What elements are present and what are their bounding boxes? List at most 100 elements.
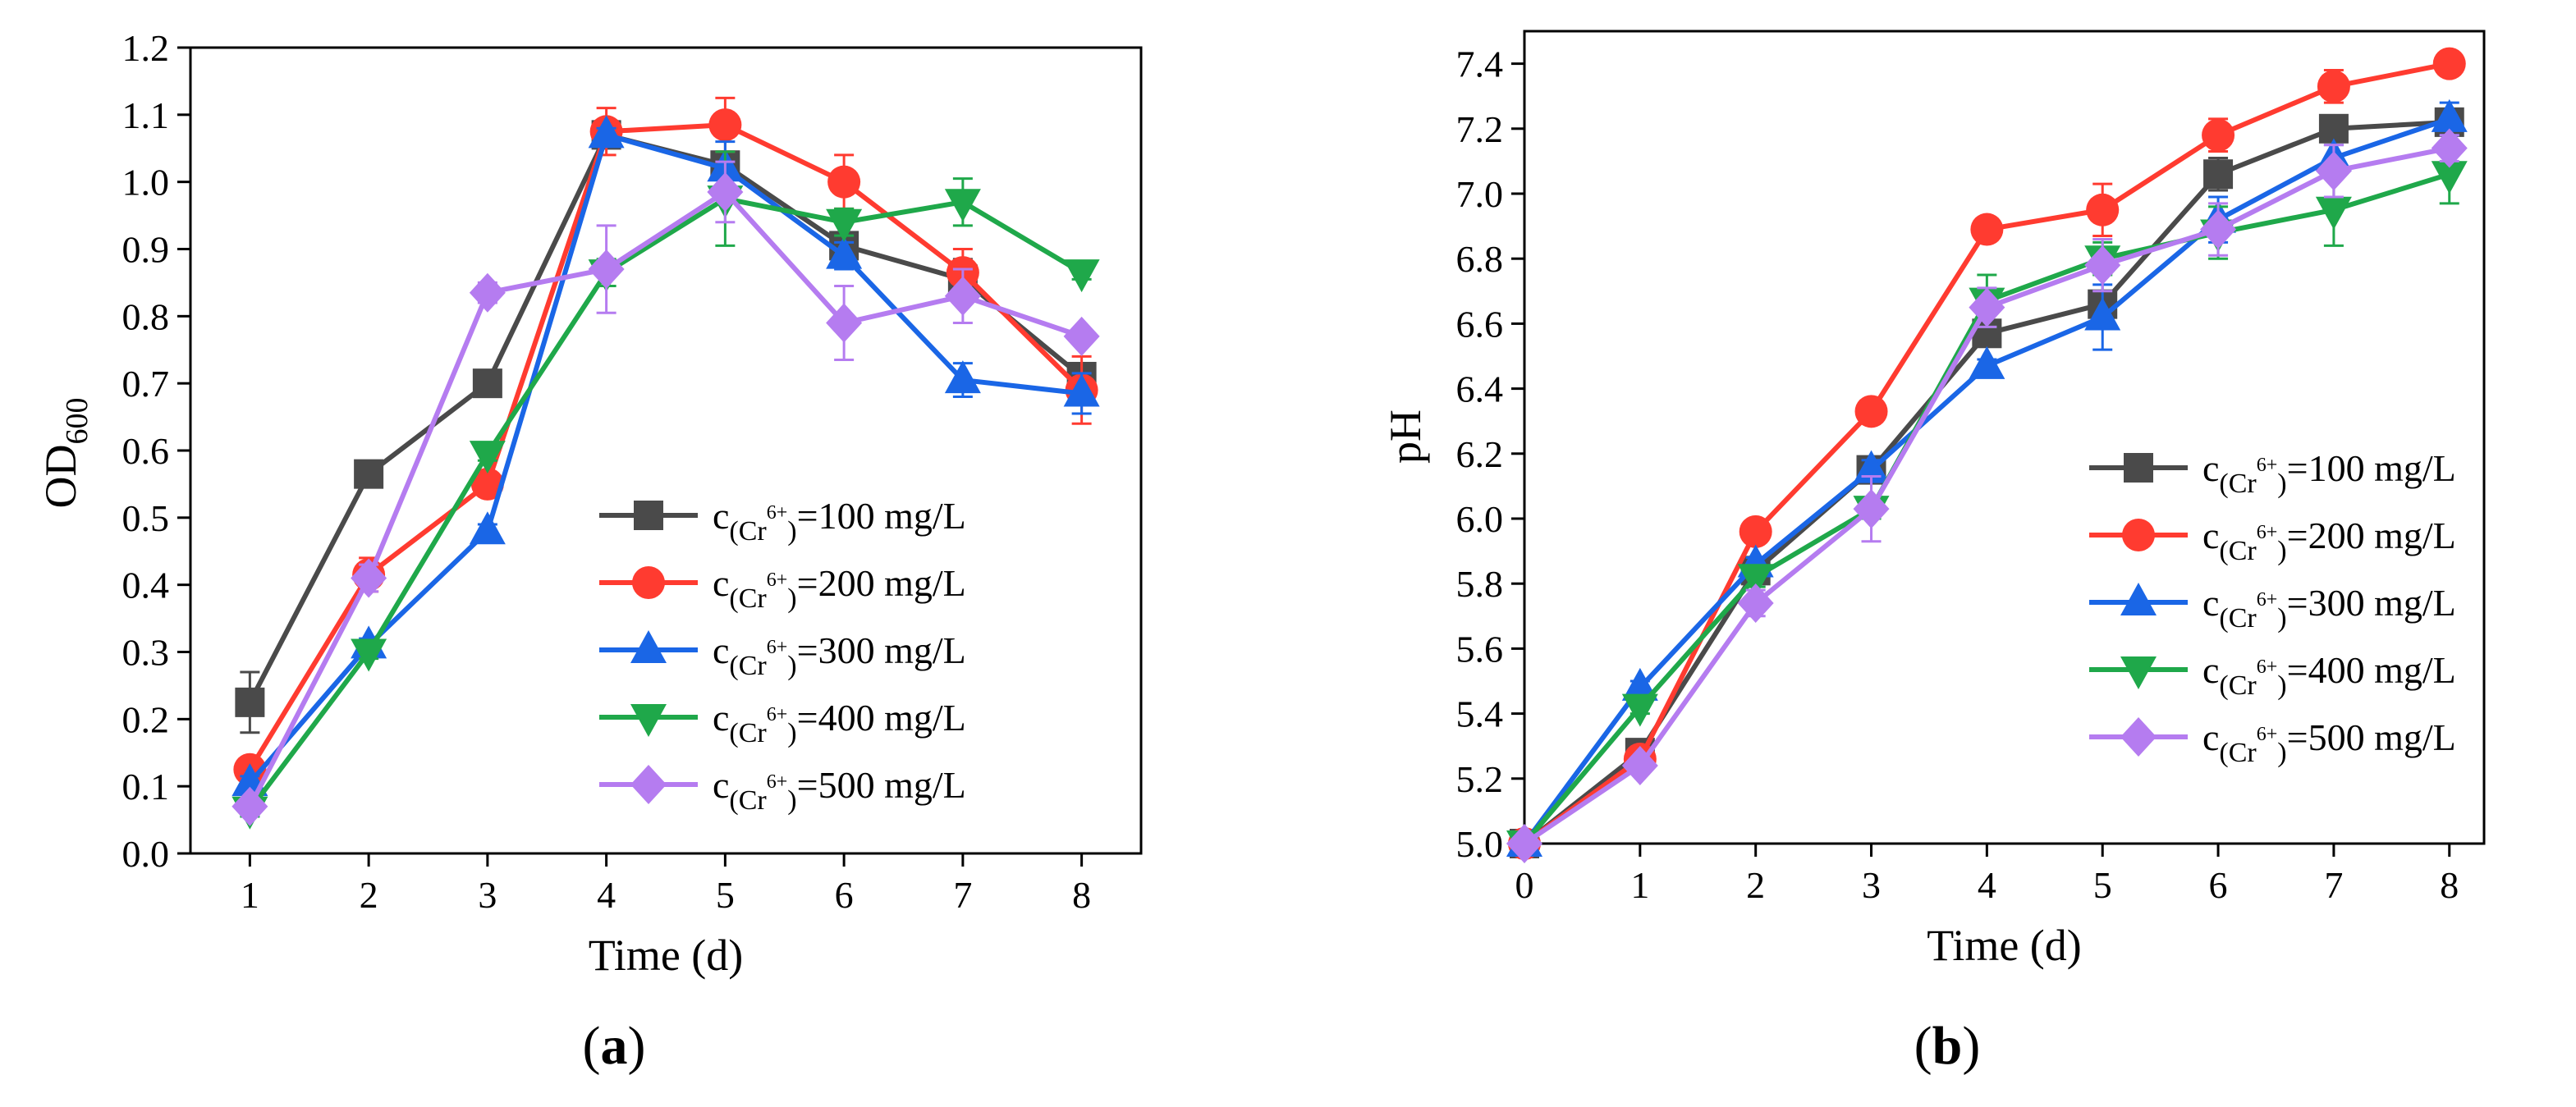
series-a-4	[231, 160, 1100, 826]
data-point-a-4-4	[707, 172, 744, 212]
data-point-b-1-4	[1970, 213, 2004, 246]
y-tick-label-a-3: 0.3	[122, 632, 170, 674]
y-tick-label-a-8: 0.8	[122, 295, 170, 337]
data-point-a-4-3	[588, 249, 625, 290]
legend-label-base: c	[2202, 716, 2219, 758]
y-tick-label-b-4: 5.8	[1456, 563, 1504, 605]
legend-label-sub: (Cr	[729, 785, 767, 816]
y-tick-label-a-4: 0.4	[122, 565, 170, 606]
data-point-a-2-5	[826, 236, 863, 269]
x-tick-label-b-2: 2	[1746, 864, 1765, 906]
data-point-a-3-7	[1063, 259, 1100, 293]
legend-label-a-3: c(Cr6+)=400 mg/L	[713, 697, 966, 748]
y-tick-label-a-1: 0.1	[122, 766, 170, 807]
legend-label-sub-end: )	[2277, 469, 2286, 499]
legend-label-base: c	[2202, 649, 2219, 691]
legend-label-a-2: c(Cr6+)=300 mg/L	[713, 629, 966, 681]
x-axis-label-a: Time (d)	[589, 931, 744, 980]
caption-open: (	[1914, 1016, 1932, 1076]
y-tick-label-a-2: 0.2	[122, 698, 170, 740]
series-b-4	[1506, 128, 2468, 863]
x-tick-label-b-3: 3	[1862, 864, 1881, 906]
legend-entry-b-0: c(Cr6+)=100 mg/L	[2089, 447, 2456, 499]
data-point-a-0-0	[235, 687, 265, 717]
legend-marker-b-2	[2120, 583, 2157, 615]
data-point-a-2-6	[944, 360, 981, 394]
legend-label-sup: 6+	[2257, 522, 2278, 543]
y-tick-label-a-9: 0.9	[122, 229, 170, 271]
y-tick-label-a-7: 0.7	[122, 363, 170, 405]
x-tick-label-a-5: 6	[835, 874, 854, 916]
y-tick-label-b-5: 6.0	[1456, 498, 1504, 540]
x-tick-label-b-8: 8	[2440, 864, 2459, 906]
legend-label-sub-end: )	[2277, 738, 2286, 768]
data-point-a-4-6	[944, 276, 981, 316]
legend-label-sub-end: )	[787, 785, 796, 816]
series-line-a-2	[248, 132, 1082, 785]
legend-label-a-4: c(Cr6+)=500 mg/L	[713, 764, 966, 816]
caption-close: )	[628, 1016, 646, 1076]
series-line-a-3	[247, 196, 1084, 812]
legend-marker-a-4	[630, 765, 667, 804]
y-tick-label-b-1: 5.2	[1456, 758, 1504, 800]
data-point-b-2-1	[1621, 667, 1658, 701]
legend-label-sub: (Cr	[729, 651, 767, 681]
legend-label-b-3: c(Cr6+)=400 mg/L	[2202, 649, 2456, 701]
plot-frame-a	[189, 46, 1143, 855]
legend-entry-a-0: c(Cr6+)=100 mg/L	[599, 495, 966, 547]
y-tick-label-b-10: 7.0	[1456, 173, 1504, 215]
legend-marker-a-2	[630, 630, 667, 663]
data-point-a-0-1	[354, 459, 384, 489]
x-tick-label-a-2: 3	[478, 874, 497, 916]
legend-entry-b-4: c(Cr6+)=500 mg/L	[2089, 716, 2456, 768]
data-point-b-4-6	[2200, 209, 2237, 249]
series-a-2	[231, 115, 1100, 797]
legend-label-sup: 6+	[767, 637, 788, 658]
legend-label-sub: (Cr	[729, 718, 767, 748]
legend-label-value: =500 mg/L	[2287, 716, 2456, 758]
caption-open: (	[583, 1016, 601, 1076]
x-tick-label-b-6: 6	[2209, 864, 2228, 906]
plot-frame-b	[1523, 30, 2486, 845]
x-tick-label-b-1: 1	[1630, 864, 1649, 906]
legend-entry-a-1: c(Cr6+)=200 mg/L	[599, 562, 966, 614]
legend-label-value: =100 mg/L	[2287, 447, 2456, 489]
x-tick-label-b-7: 7	[2324, 864, 2343, 906]
y-tick-label-b-9: 6.8	[1456, 238, 1504, 280]
legend-label-base: c	[2202, 515, 2219, 556]
data-point-b-3-7	[2315, 196, 2352, 230]
data-point-a-3-6	[944, 189, 981, 222]
y-tick-label-a-10: 1.0	[122, 162, 170, 204]
legend-label-sup: 6+	[2257, 455, 2278, 476]
legend-label-sub: (Cr	[2219, 670, 2257, 701]
data-point-b-4-0	[1506, 824, 1542, 863]
legend-label-b-1: c(Cr6+)=200 mg/L	[2202, 515, 2456, 566]
caption-letter: a	[601, 1016, 628, 1076]
legend-label-sup: 6+	[767, 704, 788, 725]
y-axis-label-a: OD600	[36, 398, 94, 509]
legend-label-sub-end: )	[787, 583, 796, 614]
panel-a: 1 2 3 4 5 6 7 8 0.0 0.1 0.2 0.3 0.4 0.5 0.6 0.7 0.8 0.9 1.…	[36, 27, 1143, 1076]
panel-b: 0 1 2 3 4 5 6 7 8 5.0 5.2 5.4 5.6 5.8 6.0 6.2 6.4 6.6 6.8 7…	[1381, 30, 2486, 1076]
legend-label-base: c	[2202, 582, 2219, 624]
y-axis-label-b: pH	[1381, 409, 1430, 464]
legend-marker-b-3	[2120, 656, 2157, 689]
data-point-b-4-5	[2084, 245, 2121, 286]
series-line-a-0	[247, 132, 1084, 704]
data-point-a-3-5	[826, 208, 863, 242]
data-point-b-0-6	[2203, 159, 2234, 190]
data-point-a-4-2	[469, 272, 506, 313]
legend-label-value: =300 mg/L	[2287, 582, 2456, 624]
legend-label-base: c	[713, 629, 729, 671]
data-point-b-2-5	[2084, 297, 2121, 331]
legend-label-value: =200 mg/L	[797, 562, 966, 604]
data-point-b-3-2	[1737, 564, 1774, 597]
x-tick-label-b-0: 0	[1515, 864, 1534, 906]
data-point-b-1-8	[2432, 47, 2466, 80]
x-tick-label-b-4: 4	[1978, 864, 1996, 906]
data-point-a-4-1	[351, 558, 387, 598]
legend-entry-b-3: c(Cr6+)=400 mg/L	[2089, 649, 2456, 701]
data-point-b-1-7	[2317, 70, 2350, 103]
series-line-a-1	[247, 122, 1084, 771]
